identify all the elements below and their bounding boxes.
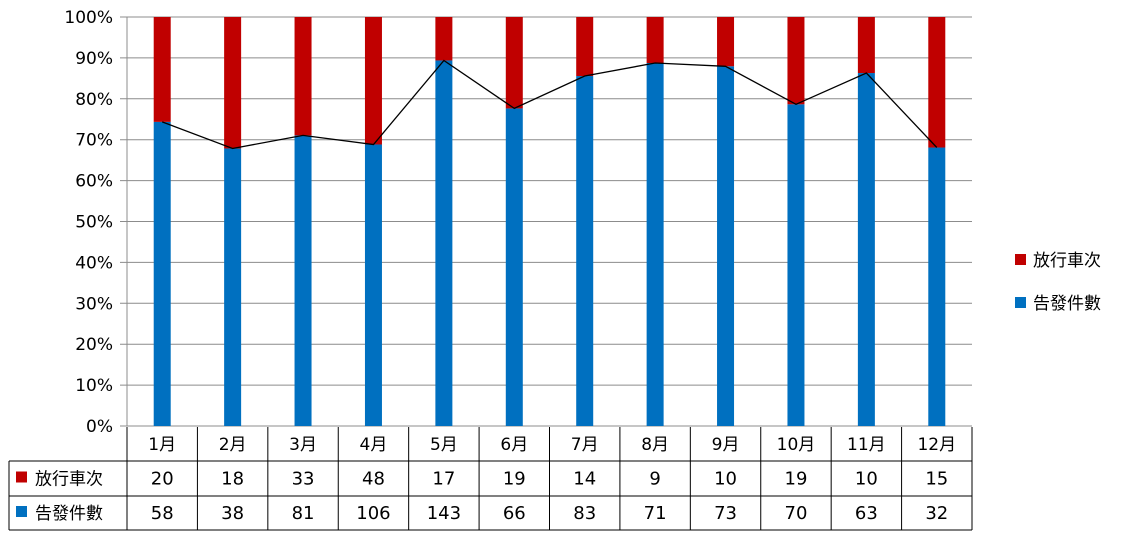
bar-告發件數 [787,104,805,426]
bar-告發件數 [857,73,875,426]
table-cell: 106 [356,503,390,524]
y-tick-label: 0% [86,417,113,437]
table-cell: 14 [573,469,596,490]
legend-label: 放行車次 [1033,251,1101,271]
x-tick-label: 1月 [148,435,176,455]
table-cell: 18 [221,469,244,490]
table-cell: 10 [855,469,878,490]
table-cell: 15 [925,469,948,490]
bar-放行車次 [294,17,312,136]
y-tick-label: 100% [64,8,113,28]
table-cell: 19 [785,469,808,490]
bar-放行車次 [787,17,805,105]
table-cell: 48 [362,469,385,490]
table-legend-key [16,471,27,483]
series-line [161,59,938,150]
legend-label: 告發件數 [1033,294,1101,314]
y-tick-label: 40% [75,253,113,273]
x-tick-label: 4月 [360,435,388,455]
bars [153,17,946,427]
table-cell: 81 [292,503,315,524]
y-tick-label: 60% [75,172,113,192]
bar-放行車次 [505,17,523,109]
bar-告發件數 [153,121,171,426]
table-cell: 70 [785,503,808,524]
y-tick-label: 10% [75,376,113,396]
table-cell: 63 [855,503,878,524]
table-cell: 58 [151,503,174,524]
legend-key [1015,254,1026,265]
bar-告發件數 [928,147,946,426]
x-tick-label: 8月 [641,435,669,455]
legend-key [1015,297,1026,308]
y-tick-label: 30% [75,294,113,314]
table-cell: 9 [649,469,660,490]
x-tick-label: 2月 [219,435,247,455]
table-cell: 19 [503,469,526,490]
bar-告發件數 [224,148,242,426]
y-tick-label: 80% [75,90,113,110]
table-cell: 17 [432,469,455,490]
bar-放行車次 [646,17,664,64]
table-cell: 32 [925,503,948,524]
x-tick-label: 12月 [917,435,956,455]
table-cell: 73 [714,503,737,524]
y-axis-tick-labels: 0% 10% 20% 30% 40% 50% 60% 70% 80% 90% 100% [64,8,113,437]
bar-放行車次 [717,17,735,67]
x-tick-label: 10月 [777,435,816,455]
x-tick-label: 5月 [430,435,458,455]
bar-告發件數 [576,76,594,426]
x-tick-label: 3月 [289,435,317,455]
bar-放行車次 [153,17,171,122]
bar-告發件數 [435,60,453,427]
table-cell: 20 [151,469,174,490]
y-tick-label: 90% [75,49,113,69]
x-tick-label: 9月 [712,435,740,455]
table-cell: 83 [573,503,596,524]
table-cell: 33 [292,469,315,490]
bar-放行車次 [364,17,382,145]
bar-放行車次 [576,17,594,77]
bar-告發件數 [505,108,523,427]
bar-放行車次 [224,17,242,149]
bar-告發件數 [646,63,664,426]
bar-放行車次 [928,17,946,148]
bar-告發件數 [294,135,312,427]
y-tick-label: 50% [75,213,113,233]
table-cell: 71 [644,503,667,524]
table-row-label: 告發件數 [35,504,103,524]
x-tick-label: 6月 [500,435,528,455]
bar-告發件數 [364,144,382,426]
table-cell: 143 [427,503,461,524]
table-cell: 10 [714,469,737,490]
gridlines [120,16,972,427]
table-cell: 38 [221,503,244,524]
y-tick-label: 70% [75,131,113,151]
x-tick-label: 11月 [847,435,886,455]
table-cell: 66 [503,503,526,524]
table-legend-key [16,506,27,517]
table-row-label: 放行車次 [35,470,103,490]
bar-告發件數 [717,66,735,427]
y-tick-label: 20% [75,335,113,355]
bar-放行車次 [857,17,875,74]
x-tick-label: 7月 [571,435,599,455]
bar-放行車次 [435,17,453,61]
